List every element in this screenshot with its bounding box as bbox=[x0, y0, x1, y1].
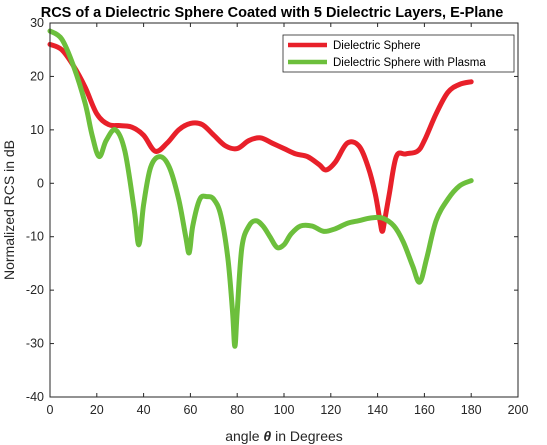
legend-label-dielectric-sphere-with-plasma: Dielectric Sphere with Plasma bbox=[333, 57, 486, 69]
x-axis-label-suffix: in Degrees bbox=[271, 428, 343, 444]
y-tick-label: -10 bbox=[26, 230, 44, 244]
y-tick-label: -40 bbox=[26, 390, 44, 404]
plot-area bbox=[50, 23, 518, 397]
y-tick-label: 30 bbox=[30, 16, 44, 30]
y-tick-label: 20 bbox=[30, 69, 44, 83]
x-tick-label: 60 bbox=[183, 403, 197, 417]
x-axis-label-prefix: angle bbox=[225, 428, 263, 444]
legend-label-dielectric-sphere: Dielectric Sphere bbox=[333, 40, 421, 52]
series-layer bbox=[47, 28, 474, 349]
x-tick-label: 180 bbox=[461, 403, 482, 417]
y-tick-label: -20 bbox=[26, 283, 44, 297]
series-line-dielectric-sphere-with-plasma bbox=[47, 28, 474, 349]
x-tick-label: 80 bbox=[230, 403, 244, 417]
y-tick-label: 10 bbox=[30, 123, 44, 137]
y-axis-label: Normalized RCS in dB bbox=[1, 140, 17, 280]
legend-box bbox=[282, 34, 515, 73]
x-tick-label: 160 bbox=[414, 403, 435, 417]
y-tick-label: 0 bbox=[37, 176, 44, 190]
x-tick-label: 20 bbox=[90, 403, 104, 417]
chart-title: RCS of a Dielectric Sphere Coated with 5… bbox=[41, 5, 504, 21]
x-tick-label: 100 bbox=[274, 403, 295, 417]
legend: Dielectric Sphere Dielectric Sphere with… bbox=[282, 34, 515, 73]
x-tick-label: 140 bbox=[367, 403, 388, 417]
x-axis-label: angle θ in Degrees bbox=[225, 428, 343, 444]
x-tick-label: 120 bbox=[320, 403, 341, 417]
x-tick-label: 200 bbox=[508, 403, 529, 417]
x-tick-label: 0 bbox=[47, 403, 54, 417]
y-tick-label: -30 bbox=[26, 337, 44, 351]
series-line-dielectric-sphere bbox=[47, 41, 474, 234]
ticks-layer: 0 20 40 60 80 100 120 140 160 180 200 -40 -30 -20 -10 0… bbox=[26, 16, 529, 417]
x-axis-label-theta: θ bbox=[263, 428, 271, 444]
x-tick-label: 40 bbox=[137, 403, 151, 417]
